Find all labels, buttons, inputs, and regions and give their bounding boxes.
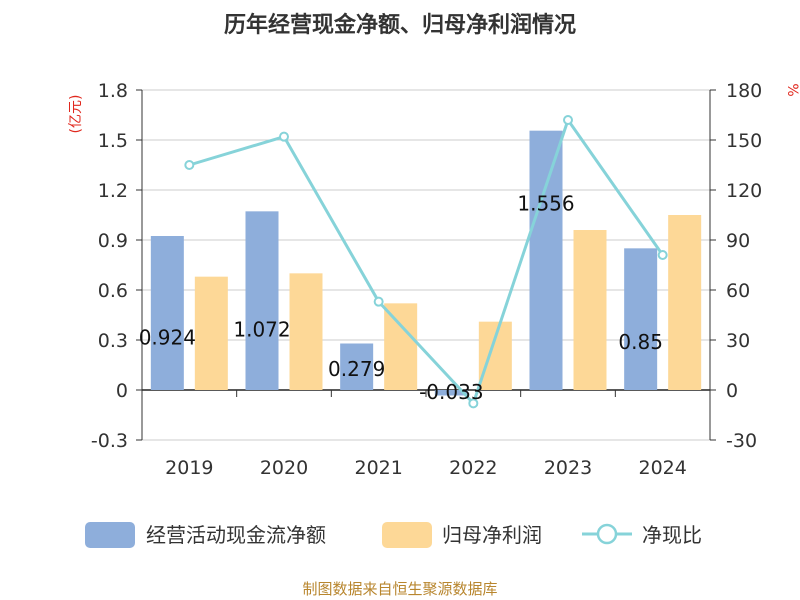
legend-swatch-ratio-marker [596,523,618,545]
cash-flow-data-label: 0.85 [618,330,663,354]
x-tick-label: 2020 [260,457,308,479]
left-tick-label: 1.2 [98,180,128,202]
legend-label-ratio: 净现比 [642,523,702,547]
right-tick-label: 150 [726,130,762,152]
data-labels: 0.924 1.072 0.279 -0.033 1.556 0.85 [139,192,663,404]
legend-label-net-profit: 归母净利润 [442,523,542,547]
cash-flow-bar [245,211,279,390]
legend-label-cash-flow: 经营活动现金流净额 [146,523,326,547]
right-tick-label: 120 [726,180,762,202]
left-tick-label: 0.6 [98,280,128,302]
right-tick-label: 60 [726,280,750,302]
left-tick-label: 0.9 [98,230,128,252]
right-axis-unit: % [784,83,800,96]
cash-flow-bar [340,343,374,390]
source-note: 制图数据来自恒生聚源数据库 [302,580,497,598]
net-profit-bar [478,321,512,390]
cash-flow-bar [624,248,658,390]
net-profit-bar [194,276,228,390]
cash-flow-data-label: 1.556 [517,192,574,216]
x-tick-label: 2024 [638,457,686,479]
left-axis-unit: (亿元) [68,95,84,134]
ratio-point [657,250,668,260]
x-tick-label: 2019 [165,457,213,479]
left-tick-label: 0 [116,380,128,402]
cash-flow-bar [434,390,468,396]
cash-flow-data-label: 0.279 [328,357,385,381]
right-tick-label: 0 [726,380,738,402]
left-tick-label: 1.8 [98,80,128,102]
right-tick-label: 30 [726,330,750,352]
left-tick-label: 0.3 [98,330,128,352]
ratio-point [279,131,289,142]
chart-title: 历年经营现金净额、归母净利润情况 [224,12,576,38]
net-profit-bar [289,273,323,390]
net-profit-bar [573,230,607,390]
cash-flow-data-label: 1.072 [233,317,290,341]
right-tick-label: 180 [726,80,762,102]
x-tick-label: 2023 [544,457,592,479]
left-tick-label: 1.5 [98,130,128,152]
left-tick-label: -0.3 [91,430,128,452]
ratio-point [468,398,479,409]
ratio-point [184,160,195,170]
legend-swatch-cash-flow [85,522,135,548]
ratio-line [184,115,668,409]
legend: 经营活动现金流净额 归母净利润 净现比 [85,522,702,548]
right-tick-label: 90 [726,230,750,252]
x-tick-label: 2021 [354,457,402,479]
net-profit-bar [668,215,702,390]
bars [150,130,702,396]
cash-flow-data-label: 0.924 [139,326,196,350]
x-tick-label: 2022 [449,457,497,479]
cash-flow-bar [150,236,184,390]
cash-flow-bar [529,130,563,390]
ratio-line-path [188,116,664,407]
cash-flow-data-label: -0.033 [419,380,483,404]
axes: 1.8 1.5 1.2 0.9 0.6 0.3 0 -0.3 180 150 120 90 60 30 0 -… [91,80,762,479]
ratio-point [563,115,573,125]
right-tick-label: -30 [726,430,757,452]
legend-swatch-net-profit [382,522,432,548]
ratio-point [373,296,384,307]
net-profit-bar [384,303,418,390]
